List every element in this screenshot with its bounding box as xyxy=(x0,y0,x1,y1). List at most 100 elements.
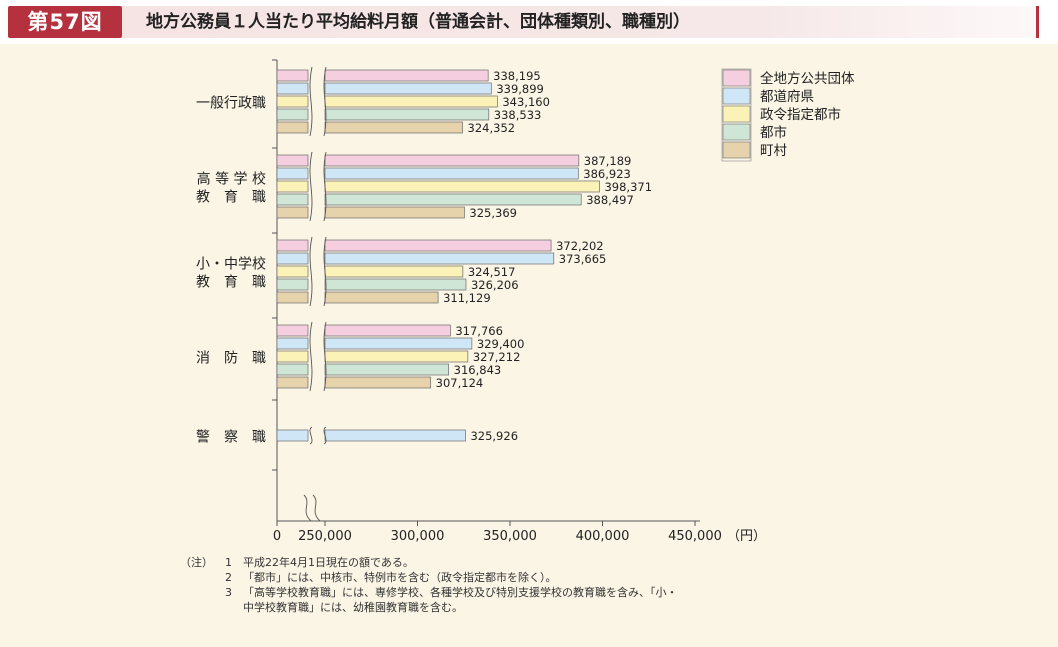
figure-header: 第57図 地方公務員１人当たり平均給料月額（普通会計、団体種類別、職種別） xyxy=(0,0,1058,44)
x-axis-unit: （円） xyxy=(727,529,766,544)
legend-label: 都市 xyxy=(760,124,787,141)
note-row-3-cont: 中学校教育職」には、幼稚園教育職を含む。 xyxy=(180,600,800,615)
bar-value-label: 338,533 xyxy=(494,108,542,122)
legend-label: 町村 xyxy=(760,143,788,159)
bar-value-label: 386,923 xyxy=(583,167,631,181)
category-label: 小・中学校 xyxy=(196,256,266,273)
bar-value-label: 387,189 xyxy=(584,154,632,168)
bar-value-label: 316,843 xyxy=(454,363,502,377)
bar-segment-left xyxy=(276,265,309,278)
legend-swatch xyxy=(722,69,751,87)
bar xyxy=(324,82,492,95)
bar-segment-left xyxy=(276,252,309,265)
bar-value-label: 339,899 xyxy=(496,82,544,96)
bar xyxy=(324,291,439,304)
legend-label: 政令指定都市 xyxy=(760,106,841,123)
bar xyxy=(324,180,600,193)
note-text: 「高等学校教育職」には、専修学校、各種学校及び特別支援学校の教育職を含み、「小・ xyxy=(243,586,678,599)
bar-value-label: 324,352 xyxy=(468,121,516,135)
bar xyxy=(324,337,473,350)
bar xyxy=(324,239,552,252)
bar-segment-left xyxy=(276,193,309,206)
bar xyxy=(324,108,490,121)
note-row-1: （注） 1 平成22年4月1日現在の額である。 xyxy=(180,555,800,570)
axis-break-mark xyxy=(323,151,327,222)
x-tick-label: 0 xyxy=(273,529,281,544)
bar-value-label: 398,371 xyxy=(604,180,652,194)
bar-value-label: 324,517 xyxy=(468,265,516,279)
note-number: 3 xyxy=(225,586,232,599)
legend-frame xyxy=(721,68,752,162)
axis-break-mark xyxy=(303,494,312,522)
axis-break-mark xyxy=(323,321,327,392)
bar-segment-left xyxy=(276,95,309,108)
bar-value-label: 307,124 xyxy=(436,376,484,390)
note-number: 1 xyxy=(225,556,232,569)
category-label: 消 防 職 xyxy=(196,351,266,367)
bar-segment-left xyxy=(276,108,309,121)
footnotes: （注） 1 平成22年4月1日現在の額である。 2 「都市」には、中核市、特例市… xyxy=(180,555,800,615)
legend-swatch xyxy=(722,105,751,123)
category-label: 教 育 職 xyxy=(196,190,266,206)
note-row-3: 3 「高等学校教育職」には、専修学校、各種学校及び特別支援学校の教育職を含み、「… xyxy=(180,585,800,600)
bar-value-label: 329,400 xyxy=(477,337,525,351)
bar-value-label: 338,195 xyxy=(493,69,541,83)
bar-value-label: 317,766 xyxy=(455,324,503,338)
bar xyxy=(324,95,498,108)
bar-segment-left xyxy=(276,376,309,389)
bar-value-label: 327,212 xyxy=(473,350,521,364)
x-tick-label: 300,000 xyxy=(391,529,445,544)
bar-value-label: 343,160 xyxy=(502,95,550,109)
bar-value-label: 325,369 xyxy=(469,206,517,220)
axis-break-mark xyxy=(309,151,313,222)
x-tick-label: 450,000 xyxy=(668,529,722,544)
bar xyxy=(324,193,582,206)
note-number: 2 xyxy=(225,571,232,584)
bar-segment-left xyxy=(276,350,309,363)
bar xyxy=(324,154,580,167)
axis-break-band xyxy=(312,60,325,521)
bar-value-label: 326,206 xyxy=(471,278,519,292)
bar-value-label: 372,202 xyxy=(556,239,604,253)
bar-segment-left xyxy=(276,167,309,180)
category-label: 教 育 職 xyxy=(196,275,266,291)
bar-value-label: 311,129 xyxy=(443,291,491,305)
category-label: 一般行政職 xyxy=(196,96,266,112)
bar xyxy=(324,278,467,291)
axis-break-mark xyxy=(323,66,327,137)
bar-segment-left xyxy=(276,121,309,134)
legend-swatch xyxy=(722,141,751,159)
legend-swatch xyxy=(722,123,751,141)
axis-break-mark xyxy=(323,236,327,307)
bar-value-label: 325,926 xyxy=(470,429,518,443)
bar-segment-left xyxy=(276,337,309,350)
bar xyxy=(324,429,466,442)
bar xyxy=(324,363,450,376)
legend-label: 全地方公共団体 xyxy=(760,70,855,87)
bar xyxy=(324,167,579,180)
axis-break-mark xyxy=(309,426,313,445)
notes-head: （注） xyxy=(180,556,213,569)
bar xyxy=(324,350,469,363)
x-tick-label: 350,000 xyxy=(483,529,537,544)
note-text: 「都市」には、中核市、特例市を含む（政令指定都市を除く）。 xyxy=(243,571,557,584)
axis-break-mark xyxy=(309,321,313,392)
axis-break-mark xyxy=(323,426,327,445)
bar-segment-left xyxy=(276,278,309,291)
bar-value-label: 388,497 xyxy=(586,193,634,207)
bar xyxy=(324,324,451,337)
bar-segment-left xyxy=(276,82,309,95)
bar-segment-left xyxy=(276,239,309,252)
bar-segment-left xyxy=(276,180,309,193)
bar xyxy=(324,121,463,134)
x-tick-label: 400,000 xyxy=(576,529,630,544)
bar-segment-left xyxy=(276,363,309,376)
bar-segment-left xyxy=(276,206,309,219)
bar xyxy=(324,69,489,82)
figure-title: 地方公務員１人当たり平均給料月額（普通会計、団体種類別、職種別） xyxy=(146,12,690,32)
legend-label: 都道府県 xyxy=(760,89,814,105)
bar xyxy=(324,206,465,219)
category-label: 警 察 職 xyxy=(196,429,266,446)
